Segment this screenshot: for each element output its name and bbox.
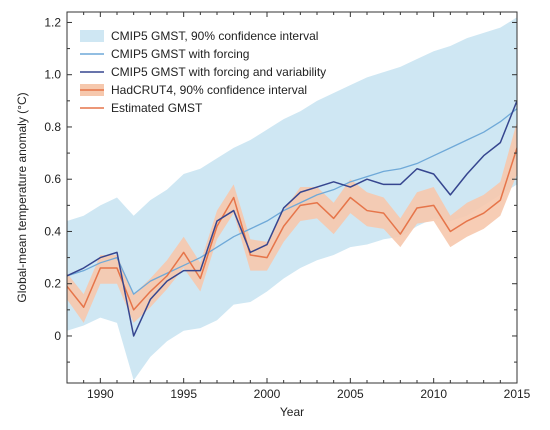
x-tick-label: 2010 (420, 387, 447, 401)
y-tick-label: 0 (54, 329, 61, 343)
y-tick-label: 0.2 (44, 277, 61, 291)
plot-frame (66, 11, 518, 384)
legend-item: Estimated GMST (80, 101, 203, 115)
y-tick-label: 0.6 (44, 172, 61, 186)
y-tick-label: 0.8 (44, 120, 61, 134)
y-tick-label: 0.4 (44, 224, 61, 238)
x-tick-label: 2000 (254, 387, 281, 401)
legend-label: Estimated GMST (111, 101, 203, 115)
cmip5-forcing-variability-line (67, 100, 517, 337)
legend-label: CMIP5 GMST with forcing and variability (111, 65, 326, 79)
x-tick-label: 2015 (504, 387, 531, 401)
legend-swatch-band (80, 30, 104, 42)
plot-area (67, 17, 517, 381)
legend-item: CMIP5 GMST with forcing (80, 47, 249, 61)
legend-item: CMIP5 GMST with forcing and variability (80, 65, 326, 79)
x-tick-label: 1990 (87, 387, 114, 401)
y-tick-label: 1.0 (44, 68, 61, 82)
legend-item: HadCRUT4, 90% confidence interval (80, 83, 307, 97)
legend-label: HadCRUT4, 90% confidence interval (111, 83, 307, 97)
x-tick-label: 2005 (337, 387, 364, 401)
x-tick-label: 1995 (170, 387, 197, 401)
legend-label: CMIP5 GMST with forcing (111, 47, 249, 61)
estimated-gmst-line (67, 147, 517, 311)
y-axis-title: Global-mean temperature anomaly (°C) (15, 92, 29, 302)
legend-label: CMIP5 GMST, 90% confidence interval (111, 29, 318, 43)
x-axis-title: Year (280, 405, 304, 419)
cmip5-forcing-line (67, 108, 517, 295)
y-tick-label: 1.2 (44, 15, 61, 29)
legend-item: CMIP5 GMST, 90% confidence interval (80, 29, 318, 43)
